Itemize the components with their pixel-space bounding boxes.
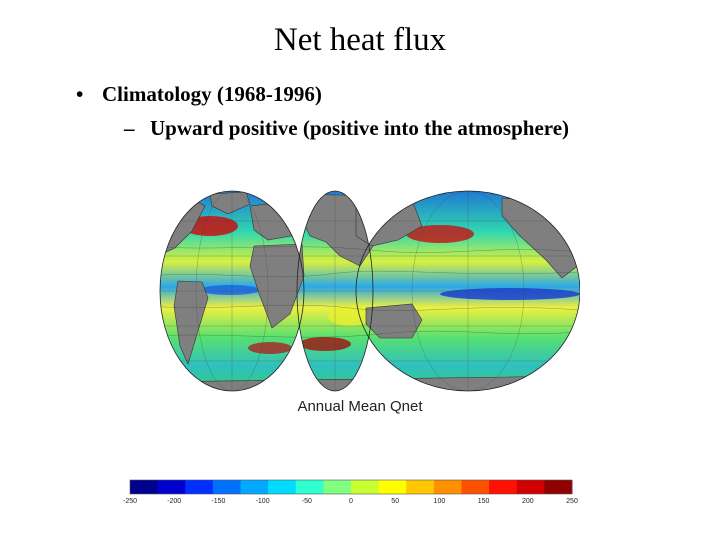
colorbar-tick-label: -50 — [302, 498, 312, 505]
colorbar-swatch — [351, 480, 380, 494]
colorbar-frame — [129, 479, 573, 495]
colorbar-tick-label: 250 — [566, 498, 578, 505]
colorbar-tick-label: 100 — [434, 498, 446, 505]
colorbar-tick-label: -250 — [123, 498, 137, 505]
colorbar: -250 -200 -150 -100 -50 0 50 100 150 200 250 — [123, 479, 578, 505]
kuroshio-patch — [406, 225, 474, 243]
bullet-text: Climatology (1968-1996) — [102, 82, 322, 106]
colorbar-swatch — [406, 480, 435, 494]
interrupted-world-map — [159, 190, 580, 392]
colorbar-swatch — [240, 480, 269, 494]
colorbar-tick-label: 0 — [349, 498, 353, 505]
bullet-marker: • — [76, 82, 84, 106]
south-america-land — [173, 280, 209, 365]
subbullet-upward-positive: – Upward positive (positive into the atmo… — [124, 114, 569, 142]
colorbar-labels: -250 -200 -150 -100 -50 0 50 100 150 200 250 — [123, 498, 578, 505]
colorbar-swatch — [489, 480, 518, 494]
greenland-land — [209, 191, 251, 215]
map-caption: Annual Mean Qnet — [297, 398, 423, 415]
colorbar-tick-label: 150 — [478, 498, 490, 505]
south-indian-patch — [328, 306, 372, 326]
southern-ocean-patch — [248, 342, 292, 354]
equatorial-atlantic-band — [200, 285, 260, 295]
colorbar-swatch — [544, 480, 573, 494]
subbullet-text: Upward positive (positive into the atmos… — [150, 116, 570, 140]
graticule — [160, 191, 580, 391]
colorbar-swatch — [516, 480, 545, 494]
colorbar-tick-label: -100 — [256, 498, 270, 505]
colorbar-swatch — [268, 480, 297, 494]
colorbar-swatch — [157, 480, 186, 494]
colorbar-swatch — [185, 480, 214, 494]
colorbar-swatch — [212, 480, 241, 494]
africa-land — [249, 243, 305, 329]
australia-land — [365, 303, 423, 339]
slide-title: Net heat flux — [273, 22, 447, 58]
equatorial-pacific-band — [440, 288, 580, 300]
colorbar-swatch — [295, 480, 324, 494]
colorbar-swatch — [130, 480, 159, 494]
colorbar-tick-label: -200 — [167, 498, 181, 505]
subbullet-marker: – — [124, 116, 135, 140]
colorbar-swatch — [378, 480, 407, 494]
lobe-outlines — [159, 190, 580, 392]
colorbar-swatch — [433, 480, 462, 494]
colorbar-tick-label: -150 — [211, 498, 225, 505]
agulhas-patch — [299, 337, 351, 351]
colorbar-swatch — [461, 480, 490, 494]
colorbar-tick-label: 50 — [391, 498, 399, 505]
colorbar-tick-label: 200 — [522, 498, 534, 505]
colorbar-swatch — [323, 480, 352, 494]
colorbar-swatches — [129, 479, 573, 495]
bullet-climatology: • Climatology (1968-1996) — [76, 80, 322, 108]
